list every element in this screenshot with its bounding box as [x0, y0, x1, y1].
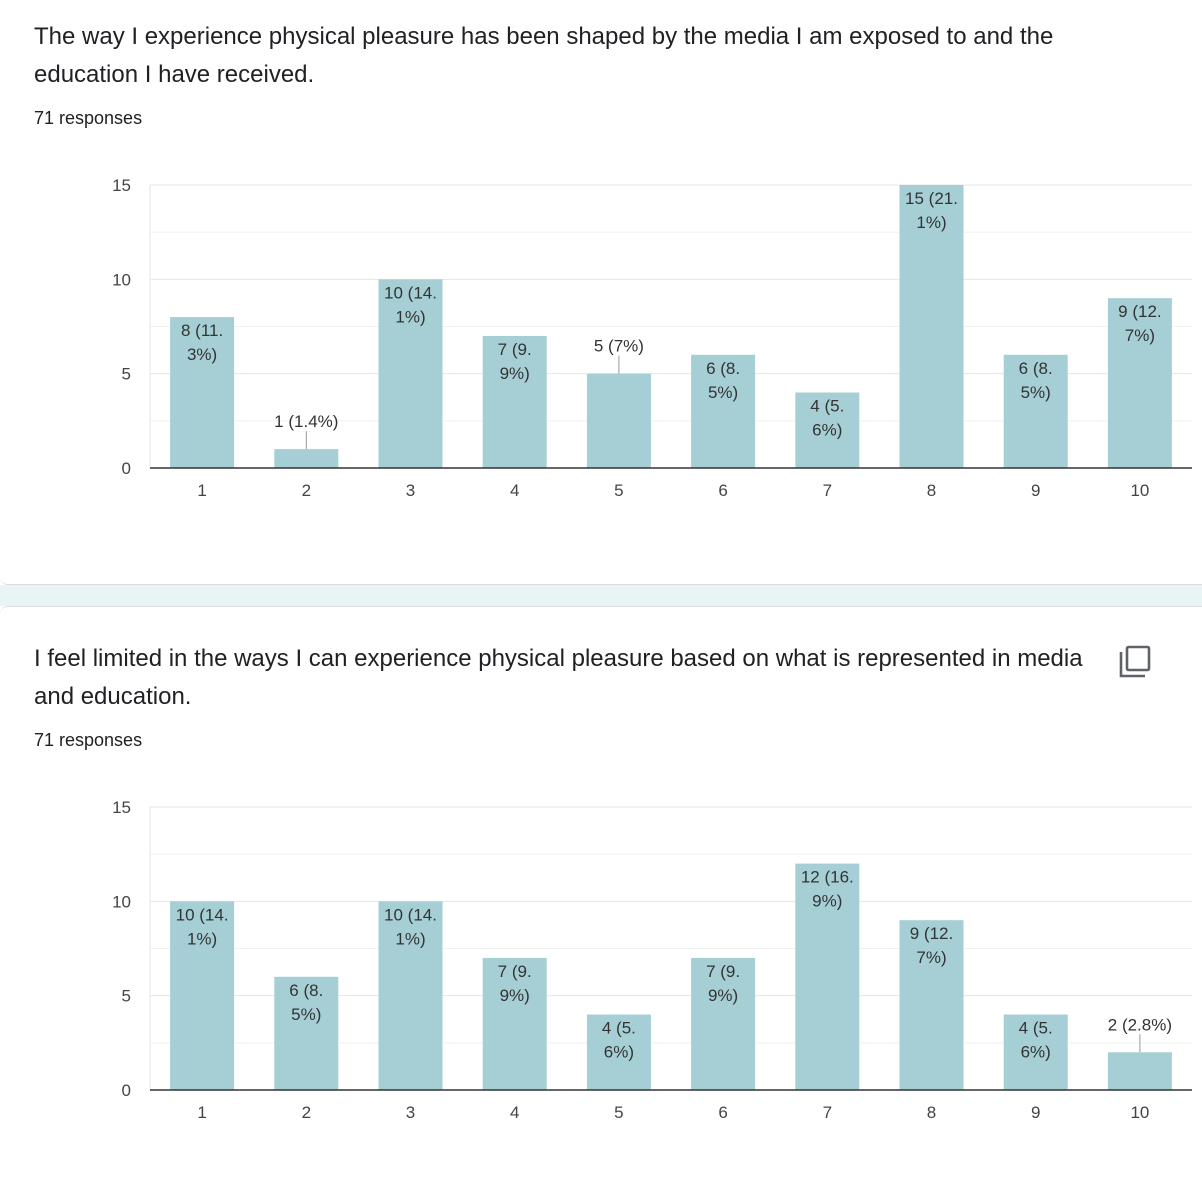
x-tick-label: 1: [197, 1103, 206, 1122]
data-label: 1%): [187, 929, 217, 948]
data-label: 4 (5.: [1019, 1019, 1053, 1038]
bar: [274, 976, 339, 1090]
data-label: 2 (2.8%): [1108, 1015, 1172, 1034]
data-label: 6%): [604, 1043, 634, 1062]
y-tick-label: 0: [122, 459, 131, 478]
data-label: 3%): [187, 345, 217, 364]
data-label: 5%): [291, 1005, 321, 1024]
x-tick-label: 3: [406, 1103, 415, 1122]
data-label: 6 (8.: [289, 981, 323, 1000]
data-label: 7%): [1125, 326, 1155, 345]
x-tick-label: 6: [718, 1103, 727, 1122]
x-tick-label: 10: [1130, 481, 1149, 500]
bar: [1107, 298, 1172, 468]
x-tick-label: 2: [302, 481, 311, 500]
bar: [1107, 1052, 1172, 1090]
data-label: 10 (14.: [384, 283, 437, 302]
x-tick-label: 4: [510, 1103, 519, 1122]
bar-chart: 0 5 10 15 8 (11. 3%) 1 1 (1.4%) 2 10 (14. 1%) 3 7 (9…: [112, 176, 1192, 500]
bar: [170, 317, 235, 468]
bar: [274, 449, 339, 468]
x-tick-label: 5: [614, 481, 623, 500]
x-tick-label: 5: [614, 1103, 623, 1122]
x-tick-label: 9: [1031, 1103, 1040, 1122]
copy-chart-button[interactable]: [1118, 645, 1152, 679]
bar: [1003, 1014, 1068, 1090]
y-tick-label: 10: [112, 892, 131, 911]
data-label: 9%): [812, 892, 842, 911]
data-label: 5%): [708, 383, 738, 402]
x-tick-label: 9: [1031, 481, 1040, 500]
data-label: 6%): [1021, 1043, 1051, 1062]
bar: [691, 957, 756, 1090]
data-label: 5%): [1021, 383, 1051, 402]
bar: [586, 1014, 651, 1090]
data-label: 5 (7%): [594, 337, 644, 356]
x-tick-label: 10: [1130, 1103, 1149, 1122]
bar: [378, 901, 443, 1090]
y-tick-label: 5: [122, 365, 131, 384]
data-label: 9 (12.: [1118, 302, 1161, 321]
x-tick-label: 7: [823, 1103, 832, 1122]
bar: [586, 373, 651, 468]
data-label: 9 (12.: [910, 924, 953, 943]
data-label: 7 (9.: [706, 962, 740, 981]
bar: [899, 185, 964, 468]
bar: [1003, 354, 1068, 468]
bar: [899, 920, 964, 1090]
question-title: The way I experience physical pleasure h…: [34, 23, 1054, 88]
data-label: 15 (21.: [905, 189, 958, 208]
bar: [795, 392, 860, 468]
bar: [378, 279, 443, 468]
data-label: 6 (8.: [1019, 359, 1053, 378]
copy-icon: [1119, 645, 1151, 678]
data-label: 9%): [708, 986, 738, 1005]
y-tick-label: 15: [112, 798, 131, 817]
data-label: 7 (9.: [498, 962, 532, 981]
data-label: 4 (5.: [602, 1019, 636, 1038]
card-separator: [0, 585, 1202, 606]
data-label: 6%): [812, 421, 842, 440]
bar: [795, 863, 860, 1090]
data-label: 12 (16.: [801, 868, 854, 887]
question-card-1: The way I experience physical pleasure h…: [0, 0, 1202, 585]
x-tick-label: 8: [927, 481, 936, 500]
y-tick-label: 15: [112, 176, 131, 195]
question-card-2: I feel limited in the ways I can experie…: [0, 606, 1202, 1197]
data-label: 1%): [395, 929, 425, 948]
bar: [482, 957, 547, 1090]
data-label: 1%): [916, 213, 946, 232]
data-label: 4 (5.: [810, 397, 844, 416]
bar: [691, 354, 756, 468]
data-label: 7%): [916, 948, 946, 967]
data-label: 7 (9.: [498, 340, 532, 359]
data-label: 10 (14.: [384, 905, 437, 924]
data-label: 6 (8.: [706, 359, 740, 378]
data-label: 9%): [500, 986, 530, 1005]
bar: [170, 901, 235, 1090]
x-tick-label: 4: [510, 481, 519, 500]
bar: [482, 335, 547, 468]
bar-chart: 0 5 10 15 10 (14. 1%) 1 6 (8. 5%) 2 10 (14. 1%) 3 7 (…: [112, 798, 1192, 1122]
response-count: 71 responses: [34, 730, 143, 750]
data-label: 1 (1.4%): [274, 412, 338, 431]
x-tick-label: 1: [197, 481, 206, 500]
data-label: 1%): [395, 307, 425, 326]
x-tick-label: 2: [302, 1103, 311, 1122]
y-tick-label: 5: [122, 987, 131, 1006]
y-tick-label: 10: [112, 270, 131, 289]
x-tick-label: 8: [927, 1103, 936, 1122]
x-tick-label: 7: [823, 481, 832, 500]
x-tick-label: 3: [406, 481, 415, 500]
question-title: I feel limited in the ways I can experie…: [34, 645, 1083, 710]
response-count: 71 responses: [34, 108, 143, 128]
data-label: 8 (11.: [181, 321, 223, 340]
data-label: 10 (14.: [176, 905, 229, 924]
x-tick-label: 6: [718, 481, 727, 500]
data-label: 9%): [500, 364, 530, 383]
y-tick-label: 0: [122, 1081, 131, 1100]
